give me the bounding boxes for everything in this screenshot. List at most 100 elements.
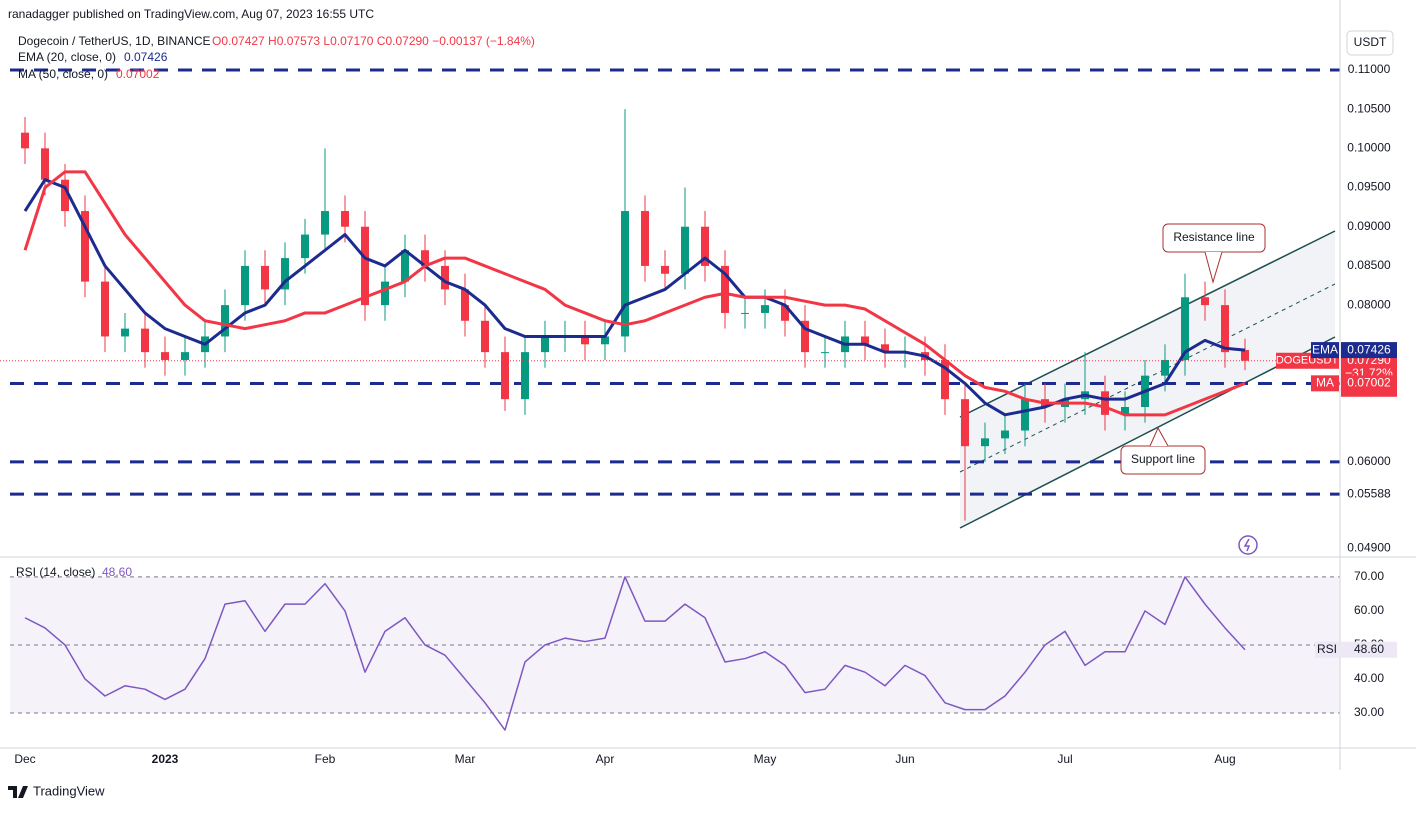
x-tick-label: Mar [455, 752, 476, 766]
y-tick-label: 0.10500 [1347, 101, 1391, 115]
x-tick-label: 2023 [152, 752, 179, 766]
rsi-tag-value: 48.60 [1354, 642, 1384, 656]
candle-body [941, 359, 949, 400]
candle-body [341, 211, 349, 227]
candle-body [861, 336, 869, 345]
candle-body [101, 281, 109, 337]
y-tick-label: 0.08500 [1347, 258, 1391, 272]
candle-body [1161, 359, 1169, 376]
annotation-arrow [1149, 426, 1169, 447]
candle-body [1101, 391, 1109, 415]
alert-bolt [1243, 538, 1251, 552]
candle-body [1221, 305, 1229, 353]
series-tag-name: MA [1316, 376, 1334, 390]
candle-body [361, 226, 369, 306]
candle-body [41, 148, 49, 180]
series-line [24, 576, 1246, 731]
symbol: Dogecoin / TetherUS, 1D, BINANCE [18, 34, 211, 48]
annotation: Resistance line [1173, 230, 1255, 244]
candle-body [881, 344, 889, 353]
candle-body [541, 336, 549, 353]
candle-body [1021, 399, 1029, 431]
series-tag [1311, 375, 1339, 392]
candle-body [381, 281, 389, 306]
x-tick-label: Jun [895, 752, 914, 766]
y-tick-label: 0.06000 [1347, 454, 1391, 468]
annotation-arrow [1204, 251, 1223, 284]
rsi-tag [1341, 641, 1397, 658]
y-tick-label: 0.04900 [1347, 540, 1391, 554]
series-tag [1311, 342, 1339, 359]
candle-body [421, 250, 429, 266]
candle-body [21, 132, 29, 149]
rsi-name-tag [1315, 641, 1340, 658]
candle-body [1001, 430, 1009, 439]
ma-legend-value: 0.07002 [116, 67, 160, 81]
alert-icon[interactable] [1238, 535, 1258, 555]
candle-body [701, 226, 709, 266]
series-tag-name: EMA [1312, 342, 1338, 356]
candle-body [661, 265, 669, 274]
candle-body [501, 352, 509, 400]
rsi-legend-value: 48.60 [102, 565, 132, 579]
candle-body [61, 179, 69, 212]
series-line [23, 170, 1246, 417]
candle-body [521, 352, 529, 400]
candle-body [301, 234, 309, 259]
candle-body [601, 336, 609, 345]
candle-body [1181, 297, 1189, 360]
annotation: Support line [1131, 452, 1195, 466]
candle-body [801, 320, 809, 353]
logo [8, 786, 28, 798]
x-tick-label: Jul [1057, 752, 1072, 766]
candle-body [261, 265, 269, 290]
x-tick-label: Apr [596, 752, 615, 766]
candle-body [761, 305, 769, 313]
brand: TradingView [33, 783, 105, 798]
candle-body [461, 289, 469, 321]
ohlc: O0.07427 H0.07573 L0.07170 C0.07290 −0.0… [212, 34, 535, 48]
candle-body [181, 352, 189, 360]
candle-body [401, 250, 409, 282]
rsi-legend: RSI (14, close) [16, 565, 95, 579]
candle-body [781, 305, 789, 321]
y-tick-label: 0.11000 [1348, 62, 1391, 76]
x-tick-label: Dec [14, 752, 35, 766]
y-tick-label: 0.09000 [1347, 219, 1391, 233]
candle-body [961, 399, 969, 447]
ma-legend: MA (50, close, 0) [18, 67, 108, 81]
x-tick-label: Feb [315, 752, 336, 766]
price-tag [1341, 342, 1397, 359]
ema-legend-value: 0.07426 [124, 50, 168, 64]
candle-body [441, 265, 449, 290]
candle-body [1201, 297, 1209, 306]
currency: USDT [1354, 35, 1387, 49]
candle-body [621, 211, 629, 337]
y-tick-label: 30.00 [1354, 705, 1384, 719]
candle-body [681, 226, 689, 274]
candle-body [641, 211, 649, 266]
candle-body [321, 211, 329, 235]
y-tick-label: 0.08000 [1347, 297, 1391, 311]
price-tag [1341, 375, 1397, 392]
channel-lower [959, 336, 1336, 529]
x-tick-label: May [754, 752, 777, 766]
candle-body [581, 336, 589, 345]
candle-body [821, 352, 829, 354]
ema-legend: EMA (20, close, 0) [18, 50, 116, 64]
price-tag-value: 0.07002 [1347, 376, 1391, 390]
price-tag-value: 0.07426 [1347, 342, 1391, 356]
currency-button[interactable] [1346, 30, 1394, 56]
publish-info: ranadagger published on TradingView.com,… [8, 7, 374, 21]
candle-body [481, 320, 489, 353]
y-tick-label: 70.00 [1354, 569, 1384, 583]
candle-body [1121, 407, 1129, 415]
y-tick-label: 0.05588 [1347, 486, 1391, 500]
y-tick-label: 0.09500 [1347, 180, 1391, 194]
candle-body [1241, 350, 1249, 361]
price-pane [0, 68, 1340, 521]
rsi-band [10, 576, 1340, 714]
candle-body [281, 258, 289, 290]
candle-body [121, 328, 129, 337]
